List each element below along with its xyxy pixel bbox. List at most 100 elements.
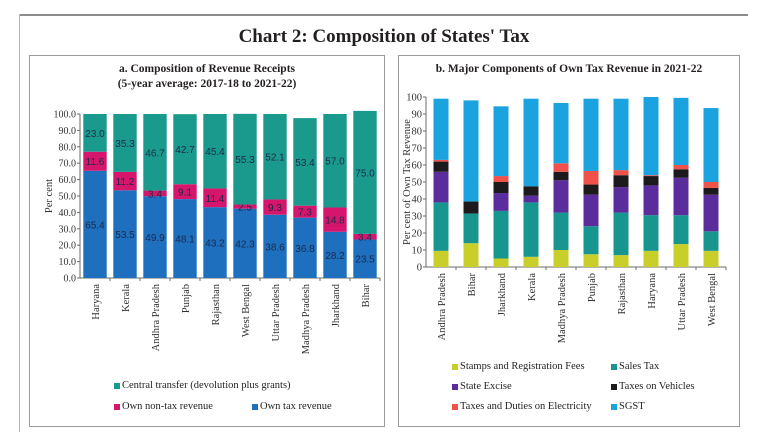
- bar-segment-central-transfer-devolution-plus-grants: [83, 114, 107, 152]
- bar-segment-taxes-on-vehicles: [523, 186, 539, 196]
- y-tick-label: 100.0: [54, 110, 77, 121]
- data-label: 28.2: [325, 251, 345, 262]
- data-label: 46.7: [145, 148, 165, 159]
- x-tick-label: Kerala: [121, 284, 132, 312]
- legend-label: Own non-tax revenue: [122, 401, 213, 412]
- legend-label: Central transfer (devolution plus grants…: [122, 380, 291, 391]
- bar-segment-own-tax-revenue: [353, 239, 377, 278]
- x-tick-label: Jharkhand: [497, 272, 508, 316]
- bar-segment-taxes-on-vehicles: [613, 175, 629, 188]
- x-tick-label: Punjab: [587, 273, 598, 302]
- left-rule: [19, 14, 20, 432]
- bar-segment-taxes-and-duties-on-electricity: [613, 170, 629, 176]
- x-tick-label: Andhra Pradesh: [151, 283, 162, 351]
- data-label: 36.8: [295, 244, 315, 255]
- bar-segment-central-transfer-devolution-plus-grants: [203, 114, 227, 189]
- bar-segment-taxes-and-duties-on-electricity: [703, 182, 719, 188]
- data-label: 3.4: [148, 189, 162, 200]
- bar-segment-sales-tax: [613, 212, 629, 256]
- bar-segment-stamps-and-registration-fees: [553, 250, 569, 267]
- bar-segment-taxes-on-vehicles: [703, 187, 719, 195]
- legend-item-own-non-tax: Own non-tax revenue: [114, 401, 213, 412]
- x-tick-label: Uttar Pradesh: [677, 272, 688, 330]
- y-tick-label: 70.0: [59, 159, 77, 170]
- legend-swatch: [252, 403, 258, 410]
- chart-b-title: b. Major Components of Own Tax Revenue i…: [435, 63, 703, 75]
- bar-segment-own-tax-revenue: [203, 207, 227, 278]
- legend-swatch: [452, 383, 458, 390]
- data-label: 53.5: [115, 230, 135, 241]
- bar-segment-state-excise: [583, 194, 599, 227]
- bar-segment-own-non-tax-revenue: [203, 188, 227, 208]
- data-label: 11.6: [86, 157, 105, 168]
- data-label: 48.1: [175, 235, 195, 246]
- legend-item-own-tax: Own tax revenue: [252, 401, 332, 412]
- bar-segment-stamps-and-registration-fees: [703, 250, 719, 267]
- bar-segment-own-non-tax-revenue: [233, 204, 257, 209]
- bar-segment-sales-tax: [583, 226, 599, 255]
- data-label: 9.1: [178, 188, 192, 199]
- y-tick-label: 60.0: [59, 175, 77, 186]
- bar-segment-taxes-on-vehicles: [673, 169, 689, 178]
- bar-segment-sgst: [673, 97, 689, 165]
- y-tick-label: 40.0: [59, 208, 77, 219]
- bar-segment-stamps-and-registration-fees: [493, 258, 509, 267]
- bar-segment-own-tax-revenue: [293, 217, 317, 278]
- x-tick-label: Rajasthan: [211, 283, 222, 325]
- legend-swatch: [452, 363, 458, 370]
- data-label: 9.3: [268, 203, 282, 214]
- bar-segment-central-transfer-devolution-plus-grants: [263, 114, 287, 200]
- bar-segment-own-non-tax-revenue: [323, 207, 347, 232]
- legend-swatch: [611, 363, 617, 370]
- bar-segment-own-tax-revenue: [233, 208, 257, 278]
- bar-segment-sales-tax: [553, 212, 569, 250]
- top-rule: [19, 14, 748, 16]
- legend-label: Taxes on Vehicles: [619, 381, 695, 392]
- y-tick-label: 60: [412, 161, 423, 172]
- legend-swatch: [452, 403, 458, 410]
- legend-label: State Excise: [460, 381, 512, 392]
- bar-segment-own-non-tax-revenue: [173, 184, 197, 200]
- bar-segment-state-excise: [553, 180, 569, 213]
- page-title: Chart 2: Composition of States' Tax: [238, 26, 530, 47]
- bar-segment-central-transfer-devolution-plus-grants: [233, 113, 257, 205]
- bar-segment-own-non-tax-revenue: [113, 171, 137, 191]
- bar-segment-state-excise: [643, 185, 659, 216]
- x-tick-label: Uttar Pradesh: [271, 283, 282, 341]
- legend-item-stamps: Stamps and Registration Fees: [452, 361, 585, 372]
- bar-segment-taxes-on-vehicles: [553, 171, 569, 181]
- legend-item-sales-tax: Sales Tax: [611, 361, 659, 372]
- data-label: 42.7: [175, 145, 195, 156]
- chart-a-subtitle: (5-year average: 2017-18 to 2021-22): [117, 78, 297, 90]
- y-tick-label: 30.0: [59, 224, 77, 235]
- y-tick-label: 50: [412, 178, 423, 189]
- y-tick-label: 0.0: [64, 274, 77, 285]
- data-label: 38.6: [265, 242, 285, 253]
- y-tick-label: 40: [412, 195, 423, 206]
- legend-item-state-excise: State Excise: [452, 381, 512, 392]
- legend-swatch: [114, 382, 120, 389]
- x-tick-label: Kerala: [527, 273, 538, 301]
- bar-segment-taxes-on-vehicles: [493, 182, 509, 194]
- y-tick-label: 90: [412, 110, 423, 121]
- x-tick-label: Haryana: [647, 273, 658, 309]
- data-label: 45.4: [205, 147, 225, 158]
- bar-segment-central-transfer-devolution-plus-grants: [293, 118, 317, 206]
- bar-segment-taxes-on-vehicles: [583, 184, 599, 195]
- bar-segment-taxes-and-duties-on-electricity: [583, 170, 599, 185]
- y-tick-label: 100: [406, 93, 422, 104]
- bar-segment-own-tax-revenue: [323, 231, 347, 278]
- legend-label: Sales Tax: [619, 361, 660, 372]
- bar-segment-state-excise: [703, 194, 719, 232]
- bar-segment-sgst: [433, 98, 449, 160]
- bar-segment-sgst: [643, 97, 659, 176]
- chart-a-plot: 0.0 10.0 20.0 30.0 40.0 50.0 60.0 70.0 80.0 90.0 1…: [44, 110, 381, 354]
- y-tick-label: 30: [412, 212, 423, 223]
- bar-segment-own-non-tax-revenue: [293, 205, 317, 218]
- bar-segment-sgst: [523, 98, 539, 187]
- y-tick-label: 80.0: [59, 142, 77, 153]
- legend-label: Taxes and Duties on Electricity: [460, 401, 592, 412]
- legend-label: Stamps and Registration Fees: [460, 361, 585, 372]
- bar-segment-own-tax-revenue: [263, 214, 287, 278]
- y-tick-label: 20.0: [59, 241, 77, 252]
